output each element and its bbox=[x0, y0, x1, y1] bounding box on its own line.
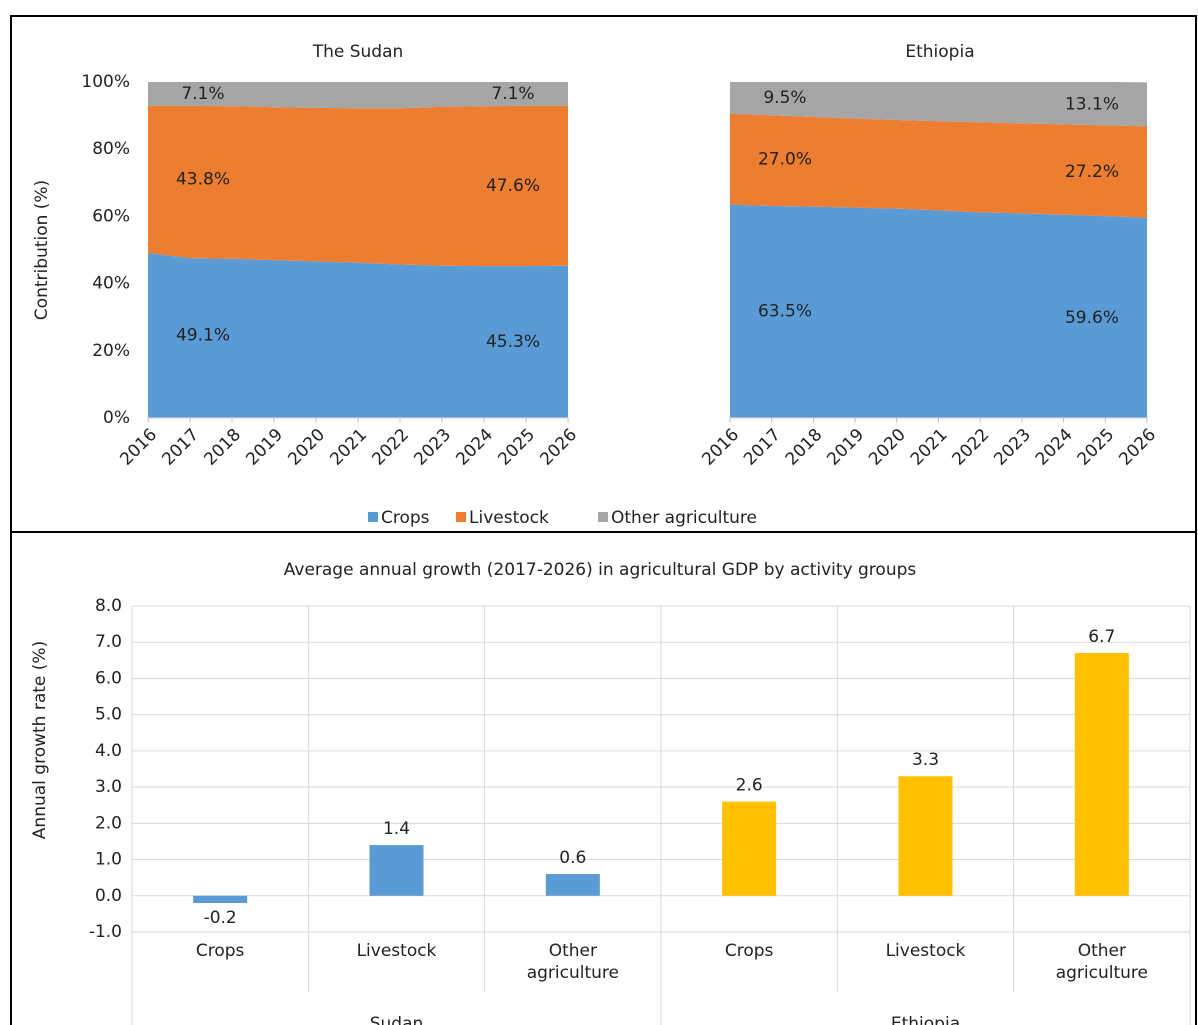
x-tick-label: 2018 bbox=[782, 425, 827, 470]
x-tick-label: 2020 bbox=[284, 425, 329, 470]
x-tick-label: Other agriculture bbox=[526, 941, 619, 983]
data-label: 6.7 bbox=[1088, 627, 1115, 647]
data-label: 27.2% bbox=[1065, 162, 1119, 182]
group-label: Sudan bbox=[370, 1014, 424, 1025]
data-label: 9.5% bbox=[763, 88, 806, 108]
legend-label: Other agriculture bbox=[611, 508, 757, 528]
x-tick-label-box: Livestock bbox=[885, 941, 966, 961]
legend-swatch bbox=[456, 512, 466, 522]
x-tick-label: 2017 bbox=[158, 425, 203, 470]
data-label: 45.3% bbox=[486, 332, 540, 352]
data-label: 47.6% bbox=[486, 176, 540, 196]
area bbox=[730, 113, 1147, 218]
legend-label: Livestock bbox=[469, 508, 549, 528]
y-tick-label: 40% bbox=[92, 274, 130, 294]
x-tick-label: 2016 bbox=[698, 425, 743, 470]
data-label: 1.4 bbox=[383, 819, 410, 839]
x-tick-label: 2021 bbox=[326, 425, 371, 470]
x-tick-label: Livestock bbox=[885, 941, 966, 961]
bar bbox=[898, 776, 953, 896]
x-tick-label-box: Other agriculture bbox=[1055, 941, 1148, 983]
y-tick-label: 80% bbox=[92, 139, 130, 159]
data-label: 13.1% bbox=[1065, 94, 1119, 114]
y-tick-label: 60% bbox=[92, 206, 130, 226]
chart-title: Ethiopia bbox=[905, 42, 974, 62]
x-tick-label: 2022 bbox=[368, 425, 413, 470]
y-tick-label: 4.0 bbox=[95, 741, 122, 761]
legend-swatch bbox=[368, 512, 378, 522]
chart-title: Average annual growth (2017-2026) in agr… bbox=[284, 560, 917, 580]
x-tick-label: 2020 bbox=[865, 425, 910, 470]
bar bbox=[722, 801, 777, 896]
x-tick-label: 2016 bbox=[116, 425, 161, 470]
data-label: 2.6 bbox=[736, 776, 763, 796]
y-tick-label: 0.0 bbox=[95, 886, 122, 906]
data-label: 3.3 bbox=[912, 750, 939, 770]
bar bbox=[369, 845, 424, 896]
x-tick-label: 2024 bbox=[1032, 425, 1077, 470]
y-tick-label: 100% bbox=[81, 72, 130, 92]
x-tick-label: 2019 bbox=[242, 425, 287, 470]
y-tick-label: 8.0 bbox=[95, 596, 122, 616]
x-tick-label: 2021 bbox=[907, 425, 952, 470]
x-tick-label: 2023 bbox=[990, 425, 1035, 470]
legend-label: Crops bbox=[381, 508, 430, 528]
y-tick-label: 5.0 bbox=[95, 705, 122, 725]
x-tick-label-box: Livestock bbox=[356, 941, 437, 961]
x-tick-label: 2025 bbox=[1074, 425, 1119, 470]
x-tick-label: 2026 bbox=[536, 425, 581, 470]
y-axis-label: Annual growth rate (%) bbox=[30, 641, 50, 839]
x-tick-label: 2024 bbox=[452, 425, 497, 470]
bar bbox=[545, 874, 600, 896]
data-label: 7.1% bbox=[491, 84, 534, 104]
x-tick-label: 2017 bbox=[740, 425, 785, 470]
legend-swatch bbox=[598, 512, 608, 522]
data-label: 63.5% bbox=[758, 301, 812, 321]
bar bbox=[1074, 653, 1129, 896]
data-label: 7.1% bbox=[181, 84, 224, 104]
y-tick-label: 3.0 bbox=[95, 777, 122, 797]
x-tick-label: Crops bbox=[195, 941, 245, 961]
x-tick-label: 2023 bbox=[410, 425, 455, 470]
data-label: 49.1% bbox=[176, 326, 230, 346]
group-label: Ethiopia bbox=[891, 1014, 960, 1025]
data-label: 27.0% bbox=[758, 149, 812, 169]
x-tick-label: 2019 bbox=[823, 425, 868, 470]
x-tick-label: Crops bbox=[724, 941, 774, 961]
bar bbox=[193, 895, 248, 904]
x-tick-label: Other agriculture bbox=[1055, 941, 1148, 983]
x-tick-label-box: Crops bbox=[195, 941, 245, 961]
area bbox=[148, 105, 568, 267]
y-tick-label: 1.0 bbox=[95, 850, 122, 870]
data-label: 59.6% bbox=[1065, 308, 1119, 328]
y-tick-label: 0% bbox=[103, 408, 130, 428]
data-label: 0.6 bbox=[559, 848, 586, 868]
y-tick-label: 2.0 bbox=[95, 813, 122, 833]
x-tick-label-box: Other agriculture bbox=[526, 941, 619, 983]
x-tick-label-box: Crops bbox=[724, 941, 774, 961]
area bbox=[730, 204, 1147, 418]
chart-title: The Sudan bbox=[312, 42, 404, 62]
x-tick-label: 2026 bbox=[1115, 425, 1160, 470]
data-label: 43.8% bbox=[176, 169, 230, 189]
x-tick-label: 2025 bbox=[494, 425, 539, 470]
y-axis-label: Contribution (%) bbox=[32, 180, 52, 320]
data-label: -0.2 bbox=[204, 908, 237, 928]
x-tick-label: 2018 bbox=[200, 425, 245, 470]
y-tick-label: 20% bbox=[92, 341, 130, 361]
y-tick-label: 6.0 bbox=[95, 668, 122, 688]
x-tick-label: 2022 bbox=[949, 425, 994, 470]
area bbox=[148, 82, 568, 109]
frame bbox=[10, 15, 1197, 1025]
y-tick-label: 7.0 bbox=[95, 632, 122, 652]
y-tick-label: -1.0 bbox=[89, 922, 122, 942]
area bbox=[730, 82, 1147, 127]
area bbox=[148, 253, 568, 418]
x-tick-label: Livestock bbox=[356, 941, 437, 961]
